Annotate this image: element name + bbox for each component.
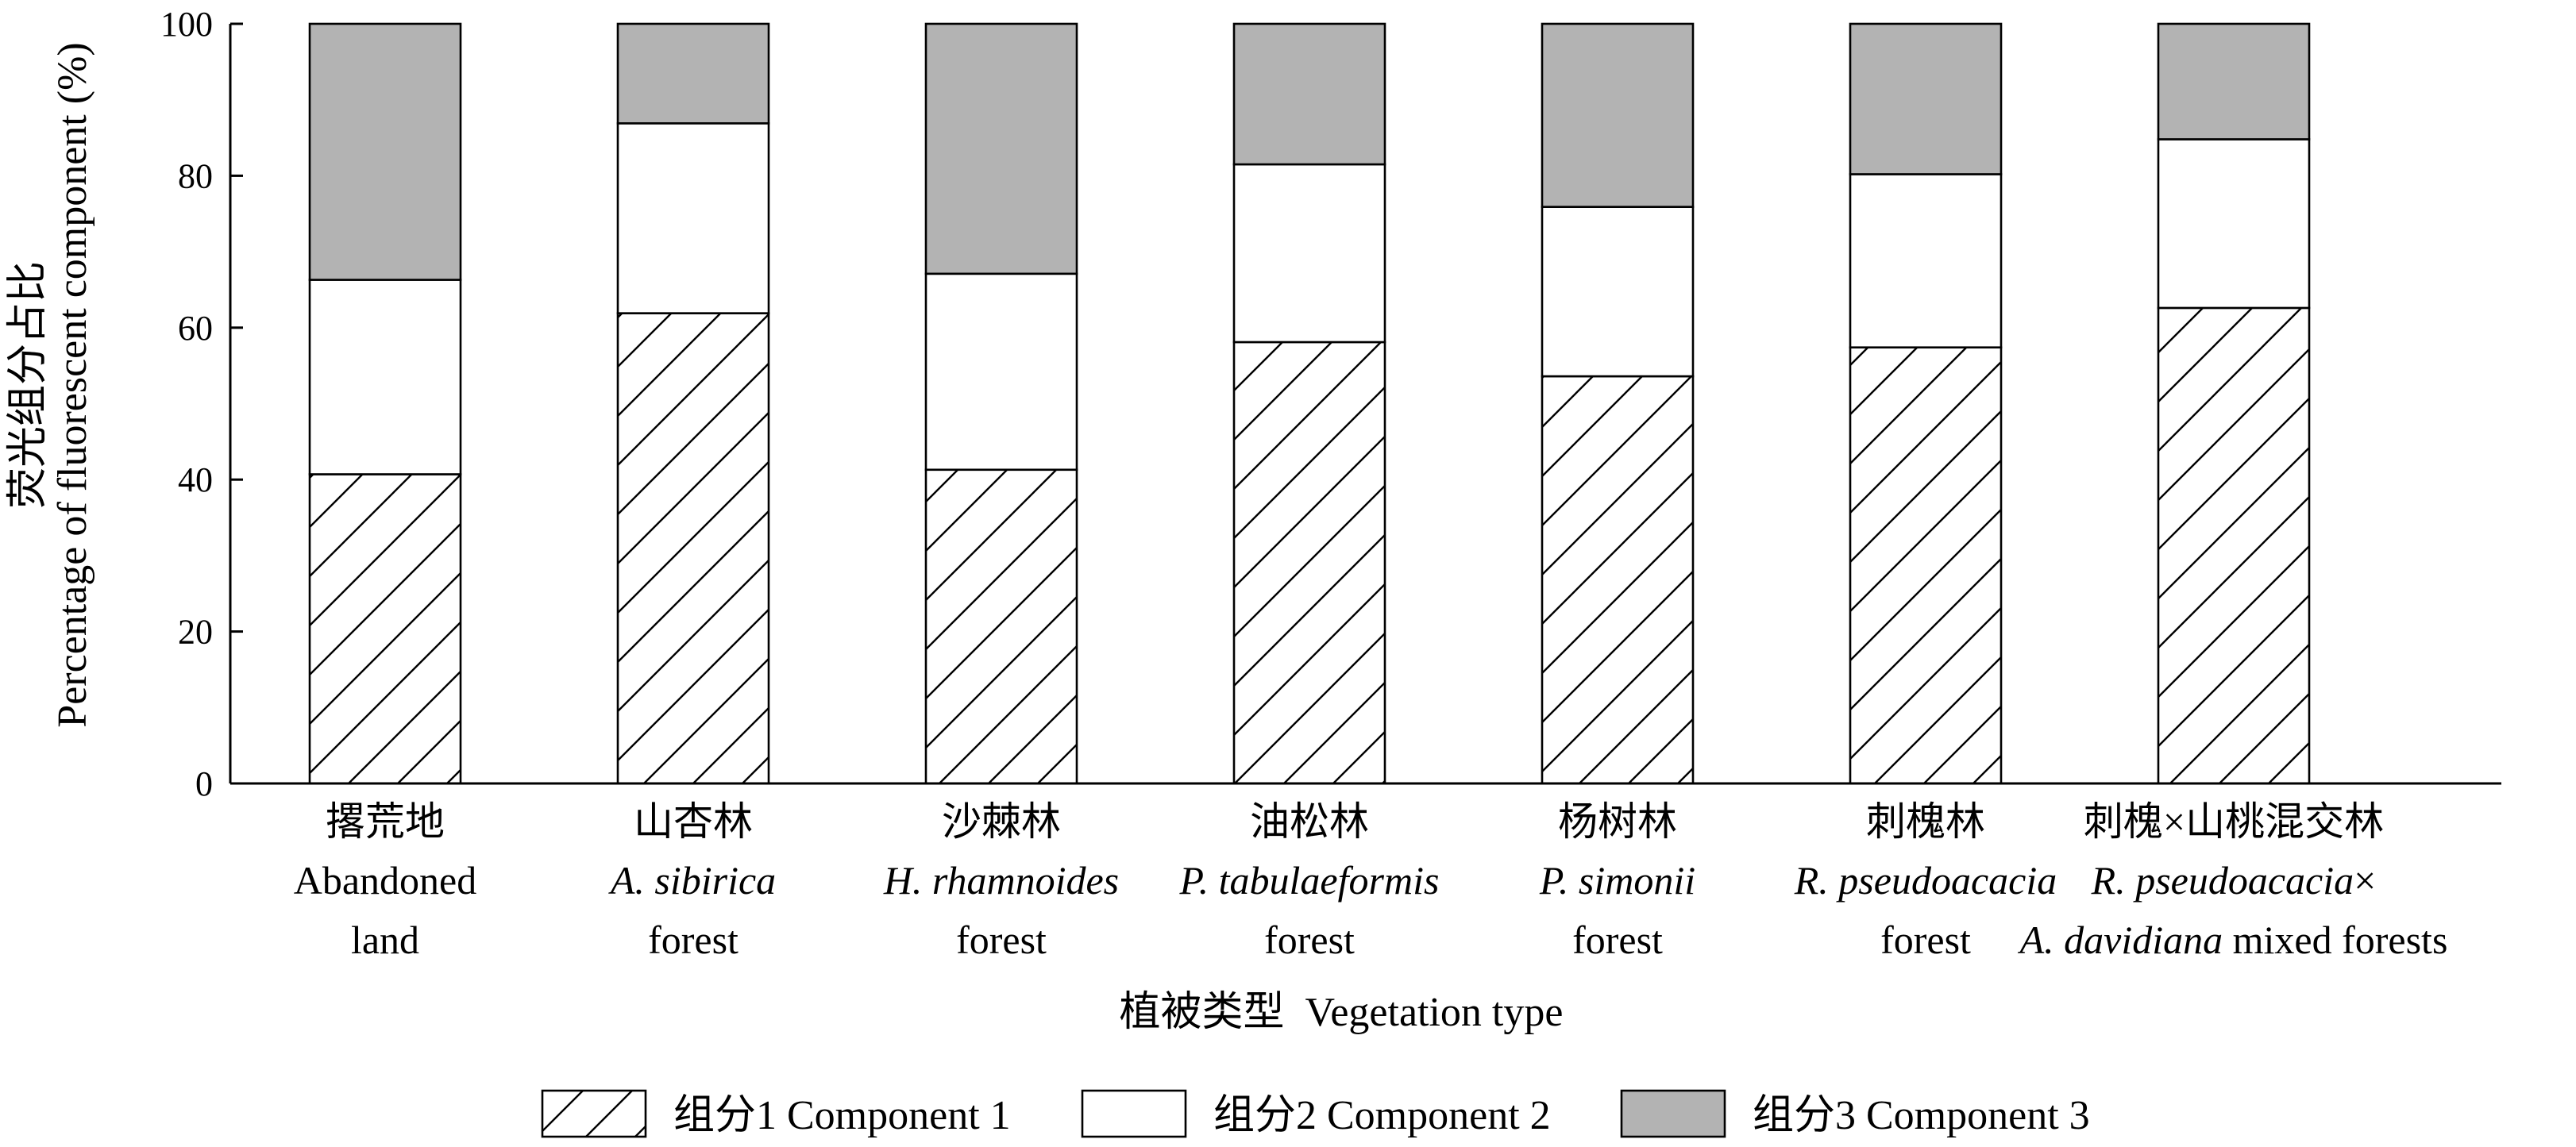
category-label-en: forest <box>956 918 1047 962</box>
y-tick-label: 80 <box>178 156 213 195</box>
bar-segment-7-3 <box>2157 22 2311 140</box>
category-label-en: R. pseudoacacia <box>1794 858 2057 903</box>
bar-segment-6-2 <box>1849 173 2003 348</box>
legend-swatch-2 <box>1081 1089 1187 1138</box>
category-label-zh: 刺槐×山桃混交林 <box>2084 799 2384 844</box>
category-label-en: P. tabulaeformis <box>1179 858 1440 903</box>
bar-segment-2-2 <box>616 122 770 314</box>
category-label-en: R. pseudoacacia× <box>2091 858 2377 903</box>
bar-segment-4-3 <box>1232 22 1386 166</box>
category-label-en: forest <box>1572 918 1663 962</box>
axes <box>229 24 2501 785</box>
bar-segment-5-1 <box>1541 375 1695 785</box>
y-axis-title-zh: 荧光组分占比 <box>6 261 51 509</box>
legend: 组分1 Component 1 组分2 Component 2 组分3 Compon… <box>541 1089 2090 1138</box>
category-label-en: forest <box>1264 918 1355 962</box>
bar-segment-2-3 <box>616 22 770 125</box>
bar-segment-5-2 <box>1541 206 1695 378</box>
category-labels: 撂荒地 Abandoned land 山杏林 A. sibirica forest 沙棘林 H… <box>294 799 2448 962</box>
bar-segment-3-1 <box>924 468 1078 785</box>
category-label-en: P. simonii <box>1539 858 1695 903</box>
category-label-zh: 杨树林 <box>1558 799 1677 844</box>
category-label-en: A. davidiana mixed forests <box>2018 918 2448 962</box>
bar-segment-3-2 <box>924 272 1078 472</box>
category-label-en: A. sibirica <box>608 858 776 903</box>
y-tick-label: 20 <box>178 613 213 652</box>
category-label-zh: 撂荒地 <box>326 799 445 844</box>
category-label-zh: 山杏林 <box>634 799 753 844</box>
x-axis-title: 植被类型 Vegetation type <box>1120 990 1564 1035</box>
y-tick-label: 60 <box>178 309 213 348</box>
category-label-en: H. rhamnoides <box>883 858 1119 903</box>
y-tick-label: 100 <box>160 5 213 44</box>
category-label-zh: 刺槐林 <box>1866 799 1985 844</box>
legend-label-2: 组分2 Component 2 <box>1213 1093 1551 1138</box>
category-label-en: forest <box>1880 918 1971 962</box>
y-axis-title-en: Percentage of fluorescent component (%) <box>50 42 95 727</box>
category-label-zh: 沙棘林 <box>942 799 1061 844</box>
bar-segment-5-3 <box>1541 22 1695 208</box>
bar-segment-1-1 <box>308 473 462 785</box>
category-label-en: land <box>351 918 419 962</box>
bar-segment-6-1 <box>1849 346 2003 785</box>
bar-segment-6-3 <box>1849 22 2003 175</box>
bar-segment-4-1 <box>1232 341 1386 785</box>
y-tick-label: 0 <box>195 764 213 803</box>
y-axis: 0 20 40 60 80 100 <box>160 5 243 803</box>
y-tick-label: 40 <box>178 460 213 499</box>
category-label-zh: 油松林 <box>1250 799 1369 844</box>
legend-label-3: 组分3 Component 3 <box>1753 1093 2090 1138</box>
category-label-en: Abandoned <box>294 858 477 903</box>
legend-label-1: 组分1 Component 1 <box>673 1093 1011 1138</box>
bar-segment-1-2 <box>308 279 462 475</box>
legend-swatch-3 <box>1620 1089 1726 1138</box>
legend-swatch-1 <box>541 1089 647 1138</box>
y-axis-title: 荧光组分占比 Percentage of fluorescent compone… <box>6 42 95 727</box>
bar-segment-3-3 <box>924 22 1078 275</box>
bars <box>308 22 2311 785</box>
bar-segment-7-1 <box>2157 306 2311 785</box>
bar-segment-1-3 <box>308 22 462 281</box>
bar-segment-4-2 <box>1232 163 1386 344</box>
bar-segment-7-2 <box>2157 138 2311 310</box>
bar-segment-2-1 <box>616 312 770 785</box>
category-label-en: forest <box>648 918 738 962</box>
